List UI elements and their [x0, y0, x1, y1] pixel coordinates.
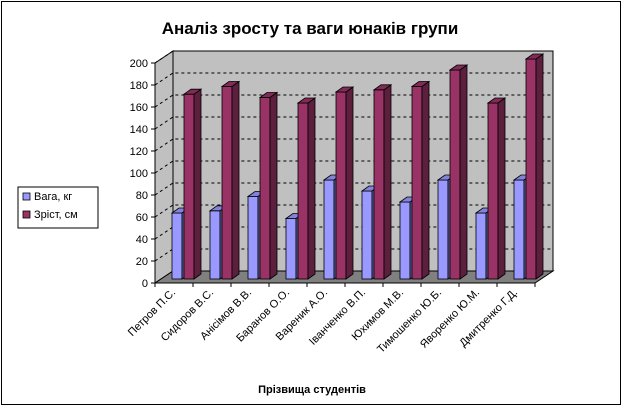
y-tick-label: 180	[130, 80, 148, 92]
bar-front	[297, 102, 309, 280]
bar-height	[524, 53, 545, 280]
bar-front	[209, 210, 221, 280]
y-tick-label: 140	[130, 124, 148, 136]
bar-side	[269, 91, 278, 280]
bar-top	[182, 88, 203, 95]
bar-front	[487, 102, 499, 280]
bar-front	[475, 212, 487, 280]
bar-height	[296, 97, 317, 280]
y-tick-label: 160	[130, 102, 148, 114]
gridlines	[154, 50, 553, 262]
category-label: Тимошенко Ю.Б.	[375, 287, 444, 356]
gridline	[154, 160, 553, 174]
bar-side	[231, 80, 240, 280]
legend-label: Зріст, см	[34, 209, 78, 221]
gridline	[154, 50, 553, 64]
bar-top	[448, 64, 469, 71]
bar-top	[486, 97, 507, 104]
chart-title: Аналіз зросту та ваги юнаків групи	[162, 19, 459, 38]
bar-side	[535, 53, 544, 280]
bar-side	[193, 88, 202, 280]
legend-label: Вага, кг	[34, 191, 72, 203]
gridline	[154, 182, 553, 196]
bar-top	[258, 92, 279, 98]
gridline	[154, 204, 553, 218]
bar-front	[171, 212, 183, 280]
bar-front	[361, 190, 373, 280]
bar-front	[335, 91, 347, 280]
bars	[170, 53, 545, 280]
legend-swatch	[22, 210, 31, 219]
x-axis-ticks: Петров П.С.Сидоров В.С.Анісімов В.В.Бара…	[126, 282, 536, 356]
legend-swatch	[22, 192, 31, 201]
gridline	[154, 116, 553, 130]
bar-front	[437, 179, 449, 280]
bar-side	[421, 80, 430, 280]
y-tick-label: 40	[136, 234, 148, 246]
bar-top	[410, 81, 431, 87]
bar-top	[296, 97, 317, 104]
y-tick-label: 0	[142, 278, 148, 290]
legend-box	[17, 186, 99, 229]
bar-height	[486, 97, 507, 280]
y-tick-label: 60	[136, 212, 148, 224]
bar-front	[373, 89, 385, 280]
bar-side	[307, 97, 316, 280]
bar-top	[372, 84, 393, 91]
bar-front	[259, 97, 271, 280]
bar-side	[459, 64, 468, 280]
bar-front	[399, 201, 411, 280]
bar-top	[524, 53, 545, 60]
bar-front	[285, 218, 297, 280]
side-wall	[154, 50, 174, 284]
bar-top	[220, 81, 241, 87]
bar-height	[182, 88, 203, 280]
y-tick-label: 100	[130, 168, 148, 180]
bar-front	[183, 93, 195, 280]
bar-height	[334, 86, 355, 280]
y-tick-label: 120	[130, 146, 148, 158]
x-axis-title: Прізвища студентів	[258, 384, 366, 396]
bar-side	[345, 86, 354, 280]
bar-front	[513, 179, 525, 280]
bar-height	[258, 91, 279, 280]
gridline	[154, 226, 553, 240]
bar-front	[221, 86, 233, 280]
bar-front	[323, 179, 335, 280]
y-tick-label: 80	[136, 190, 148, 202]
bar-front	[449, 69, 461, 280]
bar-front	[525, 58, 537, 280]
y-axis-ticks: 0 20 40 60 80 100 120 140 160 180 200	[130, 58, 156, 290]
bar-side	[497, 97, 506, 280]
gridline	[154, 138, 553, 152]
legend: Вага, кг Зріст, см	[17, 186, 99, 229]
y-tick-label: 20	[136, 256, 148, 268]
y-tick-label: 200	[130, 58, 148, 70]
bar-side	[383, 84, 392, 280]
bar-front	[411, 86, 423, 280]
gridline	[154, 248, 553, 262]
bar-top	[334, 86, 355, 93]
bar-height	[448, 64, 469, 280]
bar-height	[372, 84, 393, 280]
gridline	[154, 94, 553, 108]
bar-height	[410, 80, 431, 280]
gridline	[154, 72, 553, 86]
bar-front	[247, 196, 259, 280]
bar-height	[220, 80, 241, 280]
